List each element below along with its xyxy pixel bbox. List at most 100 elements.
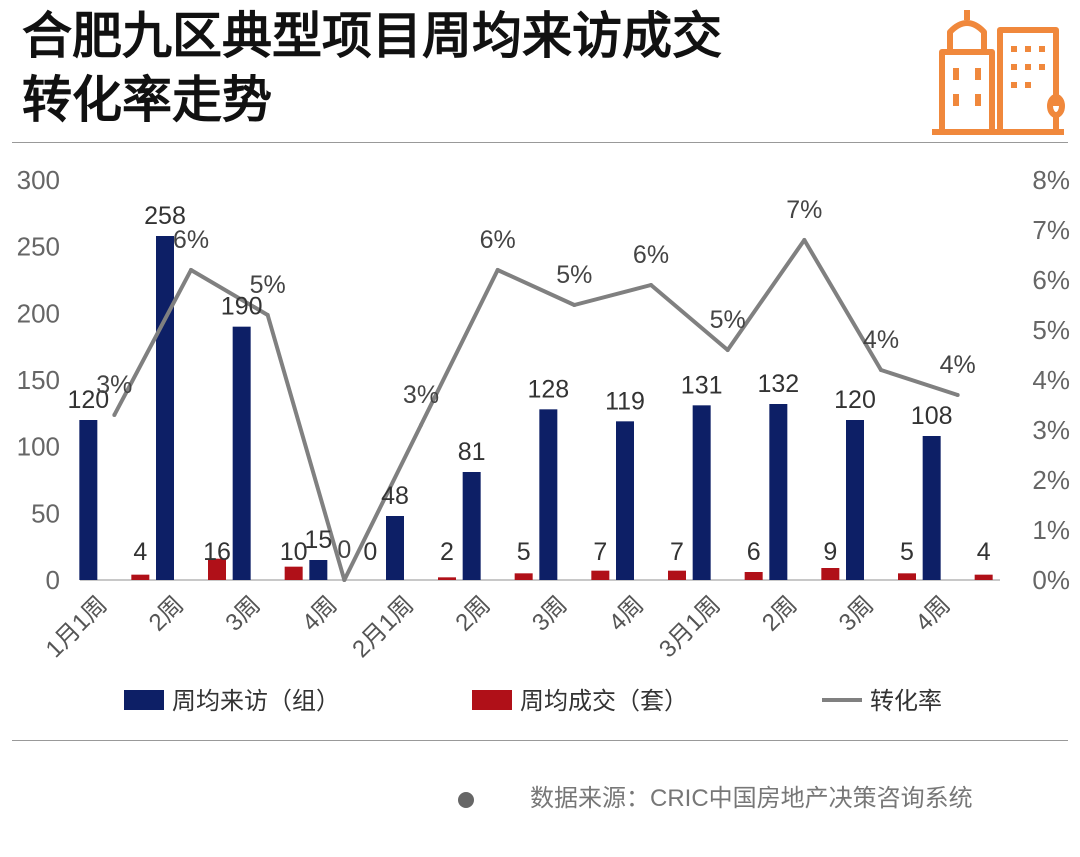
legend-swatch-visits: [124, 690, 164, 710]
y-left-tick-label: 100: [17, 432, 60, 462]
y-right-tick-label: 0%: [1032, 565, 1070, 595]
visits-bar: [769, 404, 788, 580]
rate-data-label: 5%: [250, 271, 286, 299]
rate-point: [725, 348, 730, 352]
deals-bar: [208, 558, 226, 580]
visits-data-label: 128: [527, 375, 569, 403]
rate-point: [955, 393, 960, 397]
rate-point: [879, 368, 883, 372]
deals-data-label: 7: [593, 538, 607, 566]
legend-label-visits: 周均来访（组）: [172, 688, 340, 715]
deals-bar: [898, 573, 916, 580]
rate-data-label: 4%: [940, 351, 976, 379]
title-divider: [12, 142, 1068, 143]
x-tick-label: 4周: [910, 591, 956, 637]
x-tick-label: 2周: [450, 591, 496, 637]
x-tick-label: 2月1周: [347, 591, 419, 663]
rate-data-label: 0: [337, 536, 351, 564]
rate-data-label: 6%: [173, 226, 209, 254]
x-tick-label: 3月1周: [654, 591, 726, 663]
rate-point: [649, 283, 653, 287]
deals-bar: [668, 570, 686, 580]
rate-data-label: 5%: [556, 261, 592, 289]
rate-point: [342, 578, 347, 582]
source-text: 数据来源：CRIC中国房地产决策咨询系统: [530, 785, 973, 812]
rate-line: [112, 238, 959, 582]
y-right-tick-label: 7%: [1032, 215, 1070, 245]
deals-bar: [438, 577, 456, 580]
y-right-tick-label: 5%: [1032, 315, 1070, 345]
x-tick-label: 2周: [144, 591, 190, 637]
deals-data-label: 4: [133, 538, 147, 566]
visits-data-label: 190: [221, 293, 263, 321]
visits-data-label: 132: [757, 370, 799, 398]
x-tick-label: 3周: [220, 591, 266, 637]
visits-bar: [462, 472, 481, 580]
bullet-dot-icon: [458, 791, 474, 808]
deals-data-label: 5: [517, 538, 531, 566]
rate-data-label: 7%: [786, 196, 822, 224]
deals-bar: [131, 574, 150, 580]
rate-data-label: 5%: [710, 306, 746, 334]
visits-data-label: 120: [67, 386, 109, 414]
visits-bar: [922, 436, 941, 580]
visits-data-label: 258: [144, 202, 186, 230]
y-right-tick-label: 4%: [1032, 365, 1070, 395]
visits-bar: [846, 420, 864, 580]
y-left-tick-label: 50: [31, 498, 60, 528]
deals-data-label: 10: [280, 538, 308, 566]
y-right-tick-label: 6%: [1032, 265, 1070, 295]
deals-bar: [821, 568, 840, 580]
y-left-tick-label: 250: [17, 232, 60, 262]
deals-data-label: 7: [670, 538, 684, 566]
x-tick-label: 2周: [757, 591, 803, 637]
y-left-tick-label: 150: [17, 365, 60, 395]
deals-data-label: 16: [203, 538, 231, 566]
rate-data-label: 3%: [403, 381, 439, 409]
visits-data-label: 81: [458, 438, 486, 466]
footer-divider: [12, 740, 1068, 741]
visits-data-label: 119: [605, 387, 645, 415]
chart-title: 合肥九区典型项目周均来访成交 转化率走势: [22, 4, 902, 132]
deals-bar: [974, 574, 993, 580]
deals-data-label: 6: [747, 538, 761, 566]
rate-point: [189, 268, 193, 272]
x-tick-label: 1月1周: [41, 591, 113, 663]
rate-data-label: 6%: [633, 241, 669, 269]
rate-data-label: 3%: [96, 371, 132, 399]
rate-point: [112, 413, 117, 417]
visits-bar: [156, 236, 174, 580]
visits-bar: [79, 420, 98, 580]
y-left-tick-label: 200: [17, 298, 60, 328]
title-line-1: 合肥九区典型项目周均来访成交: [22, 7, 722, 65]
visits-bar: [309, 560, 328, 580]
legend-label-deals: 周均成交（套）: [520, 688, 688, 715]
rate-point: [572, 303, 577, 307]
y-right-tick-label: 8%: [1032, 165, 1070, 195]
deals-data-label: 2: [440, 538, 454, 566]
visits-bar: [386, 516, 404, 580]
y-right-tick-label: 1%: [1032, 515, 1070, 545]
buildings-logo-icon: [928, 6, 1068, 138]
deals-data-label: 5: [900, 538, 914, 566]
rate-point: [419, 423, 423, 427]
deals-data-label: 4: [977, 538, 991, 566]
deals-bar: [744, 572, 763, 580]
legend-swatch-deals: [472, 690, 512, 710]
y-left-tick-label: 300: [17, 165, 60, 195]
visits-data-label: 131: [681, 371, 723, 399]
visits-bar: [539, 409, 558, 580]
deals-data-label: 9: [823, 538, 837, 566]
rate-point: [802, 238, 807, 242]
deals-bar: [284, 566, 303, 580]
visit-deal-rate-chart: 0 50 100 150 200 250 300 0% 1% 2% 3% 4% 5% 6% 7% 8% 12…: [17, 165, 1070, 715]
deals-bar: [591, 570, 610, 580]
visits-data-label: 48: [381, 482, 409, 510]
x-tick-label: 4周: [604, 591, 650, 637]
visits-data-label: 108: [911, 402, 953, 430]
x-tick-label: 3周: [527, 591, 573, 637]
rate-point: [265, 313, 270, 317]
rate-data-label: 4%: [863, 326, 899, 354]
y-right-tick-label: 2%: [1032, 465, 1070, 495]
visits-data-label: 120: [834, 386, 876, 414]
